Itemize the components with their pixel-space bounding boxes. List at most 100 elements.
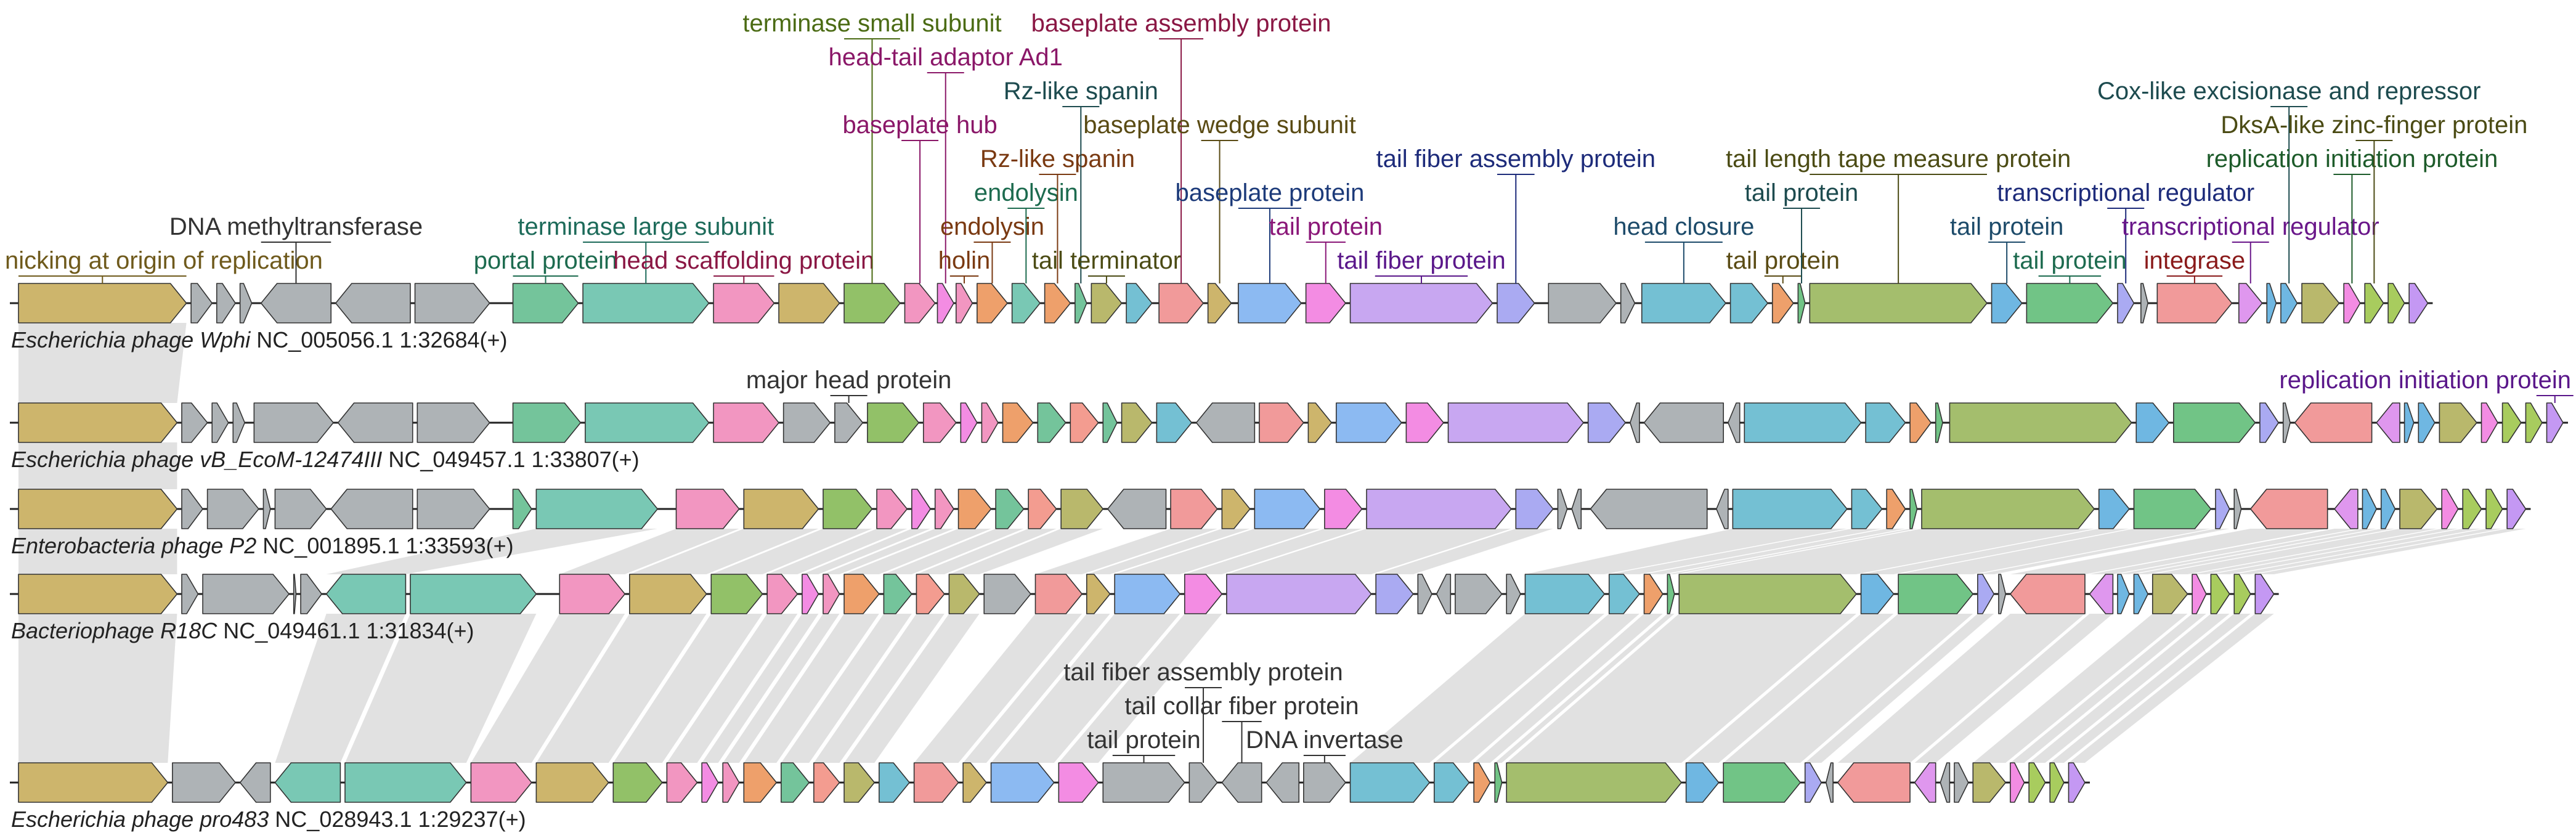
homology-band <box>949 529 1103 574</box>
homology-band <box>559 529 739 574</box>
gene-arrow <box>675 489 740 529</box>
gene-arrow <box>2117 283 2135 323</box>
gene-arrow <box>414 283 490 323</box>
gene-arrow <box>1797 283 1806 323</box>
homology-band <box>1667 529 1917 574</box>
homology-band <box>1609 529 1882 574</box>
homology-band <box>1376 529 1553 574</box>
homology-band <box>18 323 187 403</box>
gene-arrow <box>1058 762 1099 803</box>
homology-band <box>1805 614 1994 763</box>
gene-arrow <box>1375 574 1414 614</box>
homology-band <box>1914 614 2113 763</box>
gene-arrow <box>470 762 532 803</box>
gene-arrow <box>2117 574 2130 614</box>
gene-arrow <box>232 402 245 443</box>
annotation-text: portal protein <box>474 247 617 274</box>
gene-annotation: terminase large subunit <box>518 213 774 283</box>
gene-arrow <box>1860 574 1895 614</box>
gene-arrow <box>948 574 980 614</box>
annotation-text: tail protein <box>1269 213 1383 240</box>
gene-arrow <box>743 489 819 529</box>
gene-arrow <box>1226 574 1372 614</box>
gene-annotation: baseplate wedge subunit <box>1083 112 1356 283</box>
gene-arrow <box>722 762 740 803</box>
gene-arrow <box>1405 402 1444 443</box>
annotation-text: terminase large subunit <box>518 213 774 240</box>
gene-arrow <box>1455 574 1503 614</box>
gene-arrow <box>1909 402 1932 443</box>
gene-arrow <box>2481 402 2498 443</box>
homology-band <box>2050 614 2251 763</box>
homology-band <box>1861 529 2129 574</box>
gene-arrow <box>2439 402 2477 443</box>
gene-arrow <box>2135 402 2170 443</box>
gene-arrow <box>1909 489 1918 529</box>
gene-arrow <box>1716 489 1729 529</box>
gene-arrow <box>995 489 1025 529</box>
gene-annotation: nicking at origin of replication <box>5 247 323 283</box>
gene-annotation: tail fiber assembly protein <box>1376 145 1656 283</box>
gene-arrow <box>1221 489 1251 529</box>
gene-arrow <box>1436 574 1452 614</box>
annotation-text: replication initiation protein <box>2279 367 2571 394</box>
homology-band <box>18 614 177 763</box>
gene-arrow <box>1914 762 1936 803</box>
gene-annotation: tail fiber assembly protein <box>1063 659 1343 763</box>
genome-accession: NC_049457.1 1:33807(+) <box>382 447 639 472</box>
gene-arrow <box>1954 762 1969 803</box>
gene-arrow <box>2334 489 2359 529</box>
genome-accession: NC_001895.1 1:33593(+) <box>256 533 513 558</box>
homology-band <box>536 614 707 763</box>
gene-annotation: transcriptional regulator <box>2122 213 2379 283</box>
gene-arrow <box>1002 402 1034 443</box>
gene-annotation: baseplate assembly protein <box>1031 10 1331 283</box>
homology-band <box>471 614 625 763</box>
gene-arrow <box>1629 402 1640 443</box>
gene-arrow <box>1494 762 1503 803</box>
gene-arrow <box>1732 489 1848 529</box>
gene-annotation: Rz-like spanin <box>980 145 1135 283</box>
gene-arrow <box>934 489 954 529</box>
homology-band <box>2068 614 2274 763</box>
gene-arrow <box>2403 402 2415 443</box>
gene-arrow <box>1837 762 1911 803</box>
gene-arrow <box>1727 402 1741 443</box>
gene-arrow <box>990 762 1055 803</box>
gene-arrow <box>1886 489 1906 529</box>
genome-name: Enterobacteria phage P2 <box>11 533 256 558</box>
gene-arrow <box>2399 489 2438 529</box>
gene-arrow <box>843 283 901 323</box>
homology-band <box>884 529 1024 574</box>
gene-arrow <box>1366 489 1512 529</box>
gene-arrow <box>582 283 710 323</box>
gene-arrow <box>239 283 253 323</box>
gene-annotation: DNA methyltransferase <box>169 213 423 283</box>
genome-track: Bacteriophage R18C NC_049461.1 1:31834(+… <box>10 574 2279 643</box>
gene-arrow <box>876 489 908 529</box>
gene-annotation: tail collar fiber protein <box>1124 693 1359 763</box>
homology-band <box>844 529 991 574</box>
homology-band <box>744 614 879 763</box>
annotation-text: Rz-like spanin <box>1004 78 1158 105</box>
gene-arrow <box>2026 283 2114 323</box>
homology-band <box>613 614 763 763</box>
gene-arrow <box>202 574 290 614</box>
homology-band <box>1434 614 1639 763</box>
gene-arrow <box>1977 574 1995 614</box>
homology-band <box>2234 529 2503 574</box>
annotation-text: replication initiation protein <box>2206 145 2498 173</box>
gene-arrow <box>1729 283 1768 323</box>
gene-arrow <box>2280 283 2298 323</box>
gene-annotation: endolysin <box>974 179 1078 283</box>
gene-arrow <box>274 762 341 803</box>
gene-arrow <box>1195 402 1256 443</box>
gene-annotation: tail fiber protein <box>1337 247 1506 283</box>
gene-arrow <box>1011 283 1041 323</box>
gene-arrow <box>18 283 187 323</box>
annotation-text: tail protein <box>1745 179 1859 206</box>
gene-arrow <box>1303 762 1346 803</box>
gene-arrow <box>1587 402 1627 443</box>
gene-arrow <box>1349 283 1493 323</box>
